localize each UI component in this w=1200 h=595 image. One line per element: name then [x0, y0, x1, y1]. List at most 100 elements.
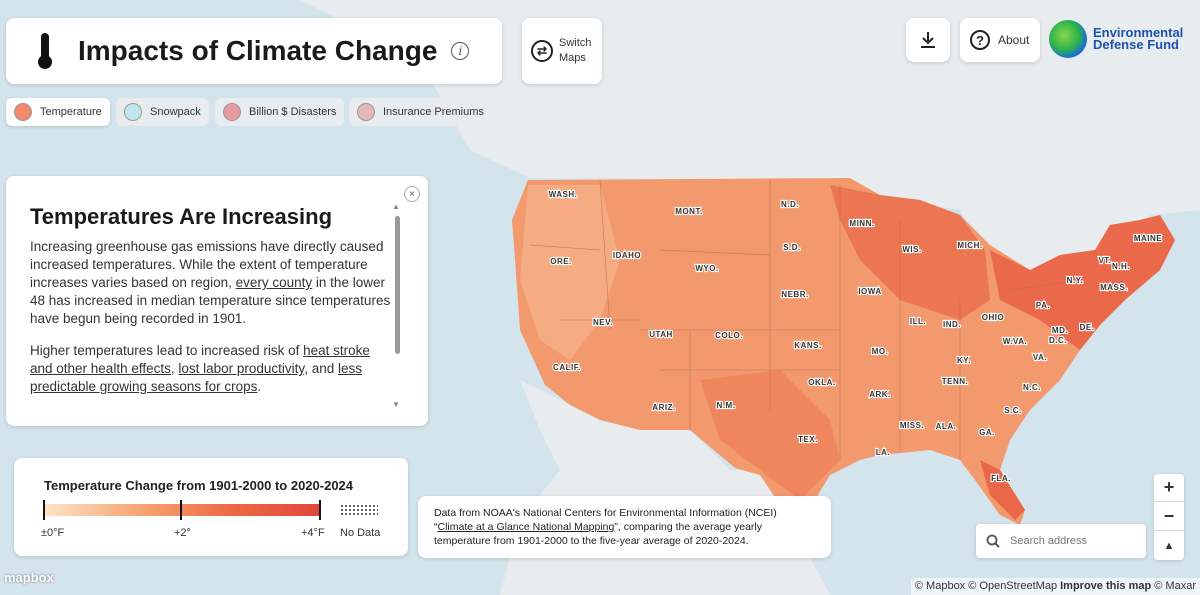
swap-arrows-icon: ⇄: [531, 40, 553, 62]
snowpack-swatch-icon: [124, 103, 142, 121]
title-card: Impacts of Climate Change i: [6, 18, 502, 84]
state-label: D.C.: [1049, 336, 1067, 345]
tab-billion-disasters[interactable]: Billion $ Disasters: [215, 98, 345, 126]
state-label: VT.: [1098, 256, 1111, 265]
tab-label: Billion $ Disasters: [249, 106, 337, 118]
state-label: WIS.: [902, 245, 921, 254]
legend-tick: [43, 500, 45, 520]
panel-text: ,: [170, 361, 179, 376]
improve-map-link[interactable]: Improve this map: [1060, 580, 1152, 592]
scroll-down-icon[interactable]: ▼: [392, 400, 400, 409]
scrollbar-thumb[interactable]: [395, 216, 400, 354]
state-label: WYO.: [695, 264, 718, 273]
zoom-out-button[interactable]: −: [1154, 503, 1184, 531]
mapbox-logo[interactable]: mapbox: [4, 570, 54, 585]
state-label: DE.: [1080, 323, 1095, 332]
region-shade-ne: [990, 215, 1175, 350]
state-label: MINN.: [849, 219, 874, 228]
health-effects-link[interactable]: heat stroke and other health effects: [30, 343, 370, 376]
state-label: KY.: [957, 356, 971, 365]
tab-temperature[interactable]: Temperature: [6, 98, 110, 126]
legend-nodata-label: No Data: [340, 527, 381, 539]
state-label: N.M.: [717, 401, 736, 410]
region-shade-west: [520, 185, 620, 360]
state-label: NEBR.: [781, 290, 808, 299]
state-label: KANS.: [794, 341, 821, 350]
zoom-in-button[interactable]: +: [1154, 474, 1184, 502]
close-icon[interactable]: ×: [404, 186, 420, 202]
state-label: COLO.: [715, 331, 743, 340]
state-label: UTAH: [649, 330, 673, 339]
no-data-swatch: [340, 504, 378, 516]
climate-at-a-glance-link[interactable]: Climate at a Glance National Mapping: [437, 521, 615, 533]
region-shade-fl: [980, 460, 1025, 520]
legend-max-label: +4°F: [301, 527, 325, 539]
scroll-up-icon[interactable]: ▲: [392, 202, 400, 211]
panel-text: .: [257, 379, 262, 394]
state-label: MASS.: [1100, 283, 1128, 292]
download-button[interactable]: [906, 18, 950, 62]
state-label: N.D.: [781, 200, 799, 209]
edf-logo[interactable]: Environmental Defense Fund: [1049, 18, 1199, 60]
address-search[interactable]: [976, 524, 1146, 558]
panel-text: Higher temperatures lead to increased ri…: [30, 343, 304, 358]
insurance-swatch-icon: [357, 103, 375, 121]
state-label: ALA.: [936, 422, 957, 431]
state-label: MO.: [872, 347, 889, 356]
state-label: OKLA.: [808, 378, 835, 387]
panel-paragraph: Increasing greenhouse gas emissions have…: [30, 238, 392, 328]
state-label: TEX.: [798, 435, 818, 444]
region-shade-mw: [830, 185, 990, 320]
info-icon[interactable]: i: [451, 42, 470, 60]
labor-productivity-link[interactable]: lost labor productivity: [178, 361, 305, 376]
maxar-credit[interactable]: © Maxar: [1154, 580, 1196, 592]
state-borders: [529, 179, 1081, 460]
map-attribution: © Mapbox © OpenStreetMap Improve this ma…: [910, 578, 1200, 595]
state-label: LA.: [876, 448, 890, 457]
panel-text: Increasing greenhouse gas emissions have…: [30, 239, 384, 290]
tab-insurance-premiums[interactable]: Insurance Premiums: [349, 98, 492, 126]
panel-text: in the lower 48 has increased in median …: [30, 275, 391, 326]
every-county-link[interactable]: every county: [235, 275, 313, 290]
source-text: ”, comparing the average yearly temperat…: [434, 521, 763, 547]
source-line: Data from NOAA's National Centers for En…: [434, 507, 777, 519]
panel-body: Increasing greenhouse gas emissions have…: [30, 238, 392, 410]
growing-seasons-link[interactable]: less predictable growing seasons for cro…: [30, 361, 362, 394]
panel-heading: Temperatures Are Increasing: [30, 204, 333, 229]
state-label: IOWA: [858, 287, 881, 296]
legend-gradient: [44, 504, 320, 516]
compass-button[interactable]: ▲: [1163, 540, 1175, 552]
switch-maps-button[interactable]: ⇄ Switch Maps: [522, 18, 602, 84]
tab-snowpack[interactable]: Snowpack: [116, 98, 209, 126]
state-label: CALIF.: [553, 363, 581, 372]
state-label: OHIO: [982, 313, 1004, 322]
state-label: N.H.: [1112, 262, 1130, 271]
map-legend: Temperature Change from 1901-2000 to 202…: [14, 458, 408, 556]
state-label: MD.: [1052, 326, 1068, 335]
panel-text: , and: [304, 361, 338, 376]
edf-logo-text: Environmental Defense Fund: [1093, 25, 1184, 52]
about-button[interactable]: ? About: [960, 18, 1040, 62]
search-input[interactable]: [1010, 535, 1130, 547]
state-label: IND.: [943, 320, 961, 329]
region-shade-tx: [700, 370, 840, 500]
state-label: W.VA.: [1003, 337, 1028, 346]
page-title: Impacts of Climate Change: [78, 35, 438, 66]
state-label: ARIZ.: [652, 403, 675, 412]
about-label: About: [998, 33, 1030, 47]
attribution-text[interactable]: © Mapbox © OpenStreetMap: [914, 580, 1058, 592]
state-label: TENN.: [942, 377, 969, 386]
legend-min-label: ±0°F: [41, 527, 65, 539]
disasters-swatch-icon: [223, 103, 241, 121]
state-label: VA.: [1033, 353, 1047, 362]
legend-title: Temperature Change from 1901-2000 to 202…: [44, 478, 354, 493]
state-label: PA.: [1036, 301, 1050, 310]
state-label: ORE.: [550, 257, 572, 266]
state-label: IDAHO: [613, 251, 641, 260]
source-line: “Climate at a Glance National Mapping”, …: [434, 520, 815, 548]
state-label: MISS.: [900, 421, 924, 430]
zoom-controls: + − ▲: [1154, 474, 1184, 560]
thermometer-icon: [38, 33, 52, 69]
state-label: NEV.: [593, 318, 613, 327]
tab-label: Insurance Premiums: [383, 106, 484, 118]
